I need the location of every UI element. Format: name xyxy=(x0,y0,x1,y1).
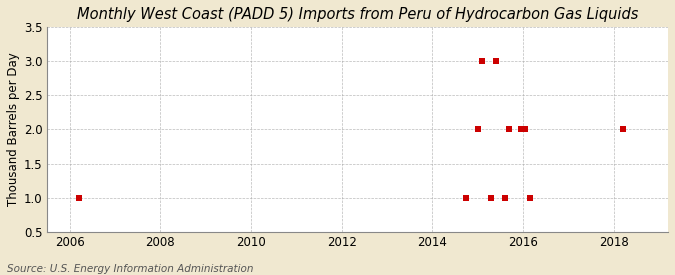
Point xyxy=(504,127,515,132)
Title: Monthly West Coast (PADD 5) Imports from Peru of Hydrocarbon Gas Liquids: Monthly West Coast (PADD 5) Imports from… xyxy=(77,7,638,22)
Point xyxy=(524,195,535,200)
Point xyxy=(520,127,531,132)
Point xyxy=(500,195,510,200)
Point xyxy=(472,127,483,132)
Y-axis label: Thousand Barrels per Day: Thousand Barrels per Day xyxy=(7,53,20,206)
Point xyxy=(486,195,497,200)
Point xyxy=(477,59,487,64)
Point xyxy=(461,195,472,200)
Point xyxy=(490,59,501,64)
Point xyxy=(618,127,628,132)
Point xyxy=(74,195,84,200)
Text: Source: U.S. Energy Information Administration: Source: U.S. Energy Information Administ… xyxy=(7,264,253,274)
Point xyxy=(515,127,526,132)
